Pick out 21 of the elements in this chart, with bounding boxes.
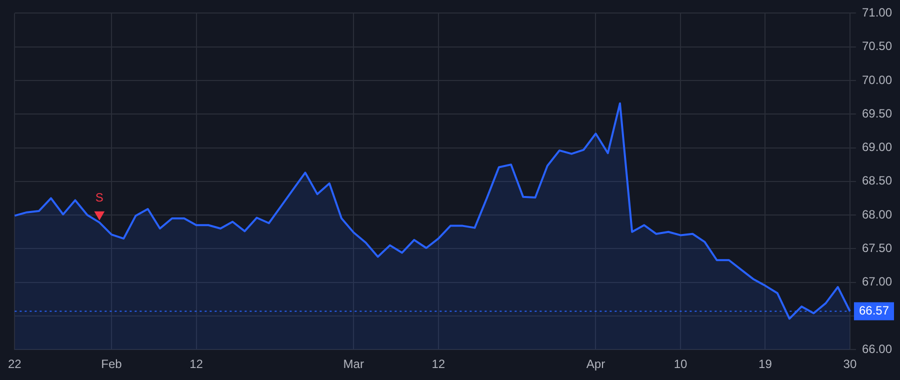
x-tick-label: 30 (843, 357, 857, 372)
y-tick-label: 70.50 (862, 39, 892, 54)
y-tick-label: 68.50 (862, 174, 892, 188)
annotation: S (95, 190, 104, 205)
y-tick-label: 69.00 (862, 140, 892, 154)
x-tick-label: 19 (758, 357, 772, 372)
x-tick-label: 22 (8, 357, 22, 372)
x-tick-label: 12 (190, 357, 204, 372)
y-tick-label: 70.00 (862, 72, 892, 87)
x-tick-label: Apr (586, 357, 606, 372)
y-tick-label: 71.00 (862, 6, 892, 20)
y-tick-label: 67.50 (862, 240, 892, 255)
x-tick-label: 10 (674, 357, 688, 372)
y-tick-label: 69.50 (862, 106, 892, 120)
y-tick-label: 67.00 (862, 274, 892, 289)
x-tick-label: Feb (101, 357, 122, 372)
y-tick-label: 68.00 (862, 207, 892, 222)
x-tick-label: Mar (343, 357, 364, 372)
ref-line-label: 66.57 (858, 304, 890, 318)
y-tick-label: 66.00 (862, 342, 892, 356)
x-tick-label: 12 (432, 357, 446, 372)
